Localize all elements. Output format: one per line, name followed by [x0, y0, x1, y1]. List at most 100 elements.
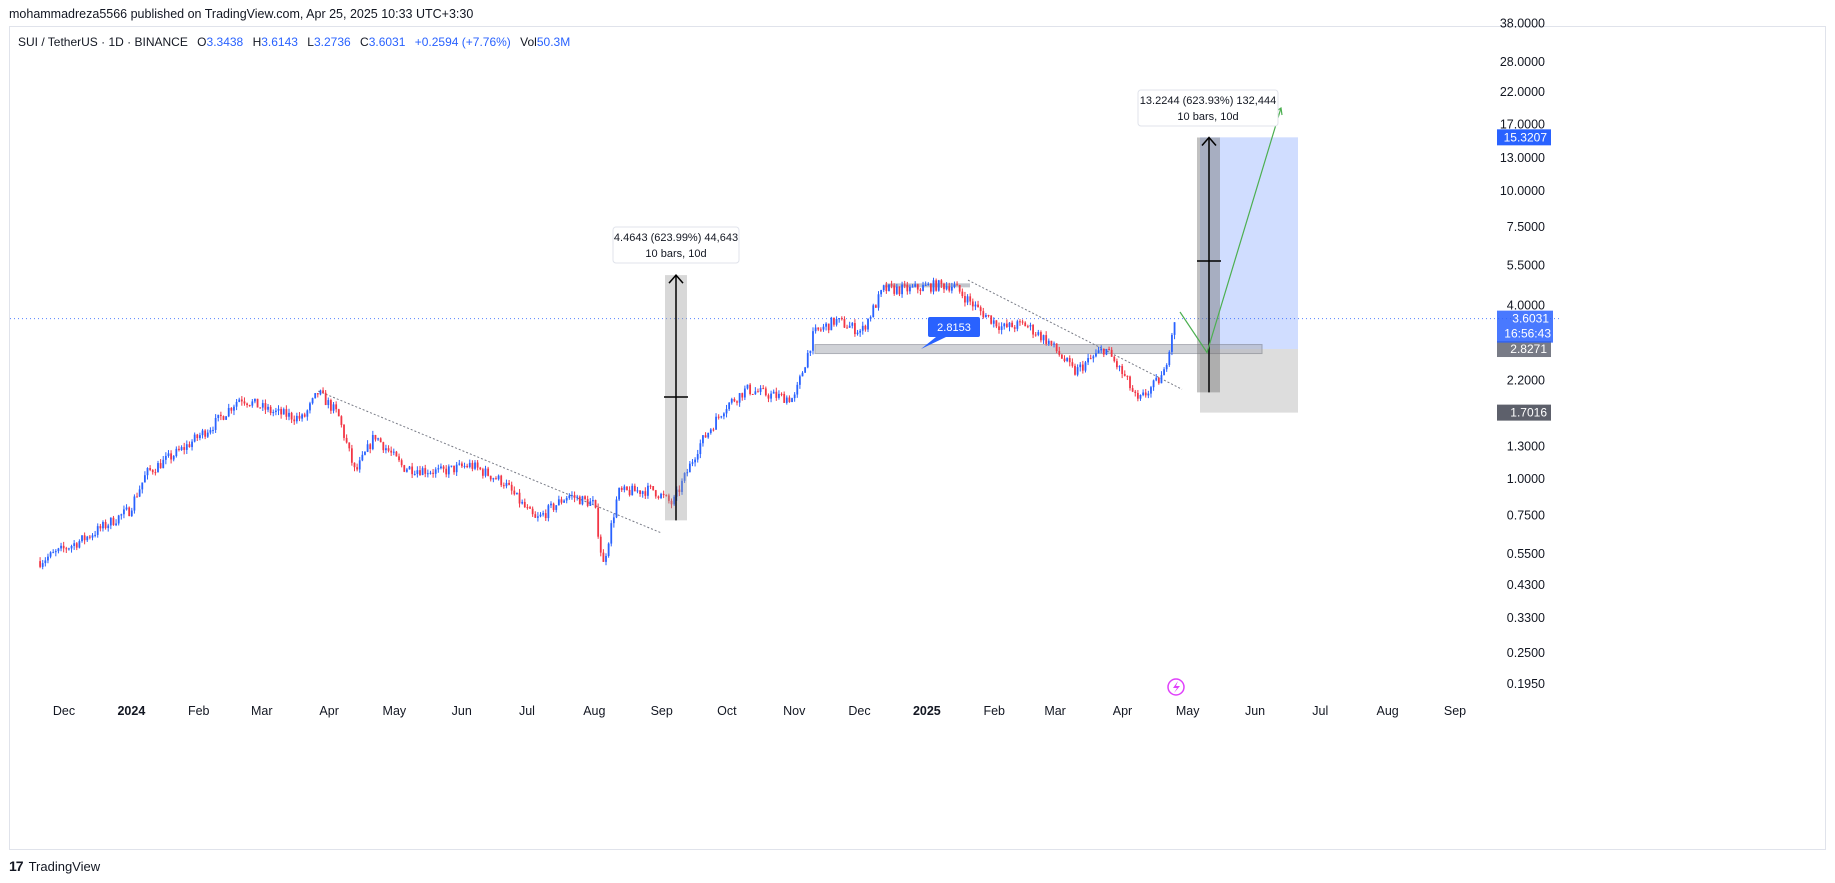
candle-body: [683, 473, 686, 481]
candle-body: [227, 407, 230, 417]
candle-body: [1139, 395, 1142, 399]
candle-body: [657, 496, 660, 499]
candle-body: [1087, 358, 1089, 363]
candle-body: [1118, 366, 1121, 368]
target-price-tag-bg: [1497, 129, 1551, 146]
candle-body: [772, 391, 775, 394]
candle-body: [822, 326, 825, 330]
candle-body: [788, 397, 791, 403]
x-tick-label: Feb: [188, 704, 210, 718]
candle-body: [497, 475, 500, 480]
candle-body: [717, 416, 720, 418]
candle-body: [1116, 361, 1118, 368]
candle-body: [995, 320, 998, 327]
candle-body: [547, 505, 550, 519]
candle-body: [508, 482, 510, 485]
candle-body: [1171, 334, 1173, 352]
x-tick-label: Jun: [1245, 704, 1265, 718]
candle-body: [421, 468, 424, 476]
candle-body: [586, 499, 589, 506]
candle-body: [848, 325, 851, 328]
candle-body: [644, 491, 647, 496]
stop-price-tag: 1.7016: [1510, 406, 1547, 420]
candle-body: [288, 412, 290, 417]
candle-body: [1005, 323, 1008, 327]
entry-price-tag: 2.8271: [1510, 342, 1547, 356]
candle-body: [1042, 335, 1045, 341]
candle-body: [251, 401, 254, 406]
footer-brand[interactable]: TradingView: [28, 858, 101, 874]
candle-body: [890, 284, 893, 286]
candle-body: [481, 469, 484, 476]
candle-body: [1081, 364, 1084, 371]
candle-body: [230, 407, 233, 411]
candle-body: [149, 468, 152, 470]
candle-body: [269, 406, 272, 414]
candle-body: [688, 463, 691, 473]
y-tick-label: 1.3000: [1507, 439, 1545, 453]
candle-body: [885, 285, 888, 291]
candle-body: [1032, 325, 1034, 335]
candle-body: [70, 546, 73, 549]
candle-body: [88, 536, 91, 538]
stop-price-tag-bg: [1497, 404, 1551, 421]
candle-body: [256, 398, 259, 408]
candle-body: [170, 453, 172, 460]
candle-body: [167, 453, 170, 456]
candle-body: [791, 398, 793, 403]
candle-body: [854, 323, 856, 335]
candle-body: [636, 490, 639, 492]
tradingview-logo-icon[interactable]: 17: [9, 858, 24, 874]
candle-body: [793, 394, 796, 399]
y-tick-label: 38.0000: [1500, 17, 1545, 31]
candle-body: [1040, 332, 1042, 341]
measure-1-label: 4.4643 (623.99%) 44,643 10 bars, 10d: [612, 226, 740, 264]
candle-body: [610, 523, 613, 544]
candle-body: [350, 448, 353, 463]
candle-body: [335, 404, 338, 410]
symbol-name[interactable]: SUI / TetherUS · 1D · BINANCE: [18, 35, 188, 49]
candle-body: [293, 419, 296, 422]
x-tick-label: Jul: [519, 704, 535, 718]
candle-body: [770, 393, 772, 399]
candle-body: [751, 393, 754, 395]
candle-body: [720, 416, 723, 418]
downtrend-line-2: [967, 279, 1183, 390]
candle-body: [919, 289, 922, 291]
candle-body: [222, 416, 225, 420]
candle-body: [104, 522, 107, 529]
candle-body: [531, 508, 534, 515]
candle-body: [780, 393, 783, 395]
candle-body: [115, 523, 117, 526]
candle-body: [568, 495, 571, 498]
candle-body: [550, 503, 552, 506]
candle-body: [667, 495, 670, 501]
candle-body: [641, 491, 644, 494]
candle-body: [903, 284, 906, 286]
candle-body: [1045, 335, 1048, 344]
candle-body: [812, 331, 814, 351]
candle-body: [474, 462, 476, 469]
candle-body: [901, 284, 903, 295]
y-tick-label: 0.7500: [1507, 508, 1545, 522]
candle-body: [280, 408, 283, 415]
y-tick-label: 17.0000: [1500, 117, 1545, 131]
candle-body: [783, 393, 786, 403]
candle-body: [513, 490, 516, 495]
candle-body: [670, 500, 673, 505]
candle-body: [1113, 356, 1116, 362]
candle-body: [982, 311, 985, 318]
candle-body: [1131, 388, 1134, 392]
candle-body: [201, 430, 204, 436]
candle-body: [819, 329, 822, 331]
candle-body: [856, 332, 859, 335]
candle-body: [985, 315, 987, 318]
candle-body: [246, 403, 248, 406]
candle-body: [654, 490, 657, 497]
candle-body: [484, 468, 487, 476]
candle-body: [536, 516, 539, 518]
candle-body: [652, 486, 655, 491]
candle-body: [193, 434, 196, 442]
candle-body: [466, 465, 469, 468]
